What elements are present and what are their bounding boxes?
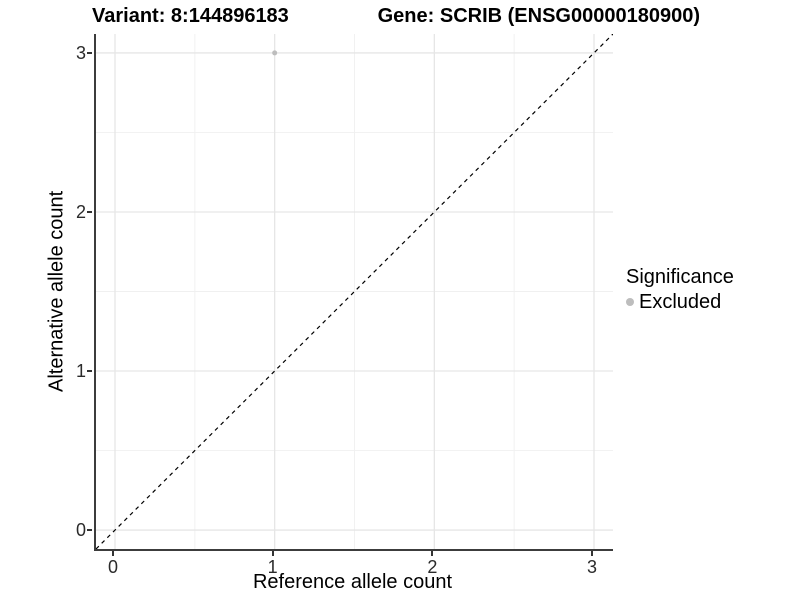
x-axis-tick-label: 3	[586, 557, 597, 577]
plot-area-svg	[96, 34, 613, 549]
y-axis-tick-label: 2	[75, 201, 86, 222]
data-point	[272, 50, 278, 56]
identity-reference-line	[96, 34, 613, 549]
y-axis-tick-label: 0	[75, 520, 86, 541]
legend-point-swatch-icon	[626, 298, 634, 306]
x-axis-tick-label: 2	[427, 557, 438, 577]
legend: Significance Excluded	[626, 266, 796, 313]
y-axis-tick-label: 3	[75, 42, 86, 63]
legend-entries: Excluded	[626, 291, 796, 313]
x-axis-tick-mark	[431, 551, 434, 556]
x-axis-tick-mark	[590, 551, 593, 556]
x-axis-tick-label: 1	[267, 557, 278, 577]
x-axis-tick-mark	[271, 551, 274, 556]
y-axis-tick-mark	[87, 51, 92, 54]
x-axis-tick-mark	[112, 551, 114, 556]
x-axis-title: Reference allele count	[252, 571, 452, 593]
legend-entry: Excluded	[626, 291, 796, 313]
x-axis-tick-label: 0	[107, 557, 118, 577]
y-axis-title: Alternative allele count	[45, 190, 68, 393]
y-axis-tick-mark	[87, 529, 92, 532]
plot-panel	[94, 34, 613, 551]
plot-title: Variant: 8:144896183 Gene: SCRIB (ENSG00…	[92, 4, 700, 28]
legend-entry-label: Excluded	[639, 291, 722, 313]
y-axis-tick-label: 1	[75, 361, 86, 382]
y-axis-tick-mark	[87, 210, 92, 213]
plot-title-variant: Variant: 8:144896183	[92, 5, 289, 27]
plot-title-gene: Gene: SCRIB (ENSG00000180900)	[377, 5, 700, 27]
legend-title: Significance	[626, 266, 734, 288]
y-axis-tick-mark	[87, 370, 92, 373]
